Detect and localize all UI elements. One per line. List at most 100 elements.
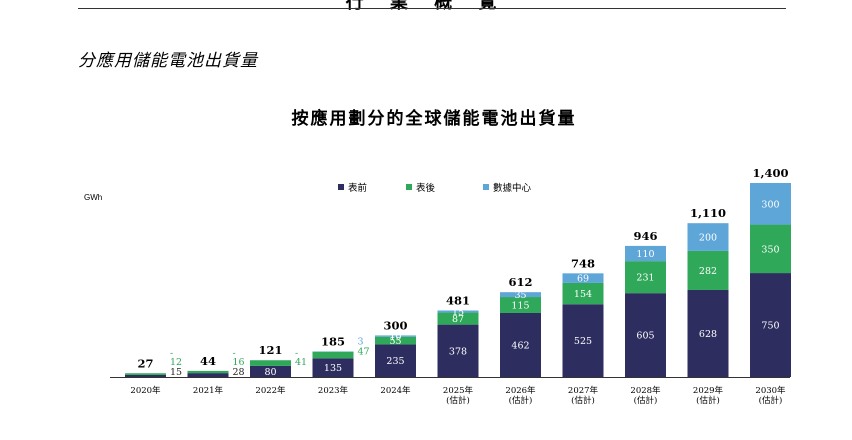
data-label-front-10: 750 bbox=[761, 321, 779, 332]
bar-segment-front-4 bbox=[375, 344, 416, 377]
x-tick-label-1: 2021年 bbox=[193, 385, 224, 396]
x-tick-label-10: 2030年 bbox=[755, 385, 786, 396]
header-divider bbox=[78, 8, 786, 9]
x-tick-label-4: 2024年 bbox=[380, 385, 411, 396]
x-tick-label-10-sub: (估計) bbox=[759, 395, 783, 406]
x-tick-label-8-sub: (估計) bbox=[634, 395, 658, 406]
bar-segment-back-7 bbox=[562, 282, 604, 305]
legend-label-dc: 數據中心 bbox=[493, 182, 532, 194]
bar-segment-back-4 bbox=[375, 336, 416, 345]
bar-segment-front-10 bbox=[750, 273, 791, 377]
data-label-front-3: 135 bbox=[324, 363, 342, 374]
bar-segment-front-1 bbox=[187, 373, 229, 377]
total-label-6: 612 bbox=[508, 275, 532, 289]
bar-segment-dc-9 bbox=[687, 223, 729, 251]
legend-swatch-dc bbox=[483, 184, 489, 190]
bar-segment-back-6 bbox=[500, 297, 541, 313]
total-label-1: 44 bbox=[200, 354, 216, 368]
x-tick-label-5-sub: (估計) bbox=[446, 395, 470, 406]
bar-segment-back-2 bbox=[250, 360, 291, 366]
legend-label-front: 表前 bbox=[348, 182, 367, 194]
x-tick-label-7: 2027年 bbox=[568, 385, 599, 396]
data-label-dc-0: - bbox=[170, 348, 173, 359]
data-label-back-0: 12 bbox=[170, 357, 182, 368]
total-label-10: 1,400 bbox=[752, 166, 788, 180]
bar-segment-back-5 bbox=[437, 312, 479, 325]
bar-segment-dc-7 bbox=[562, 273, 604, 283]
page-header-title: 行 業 概 覽 bbox=[0, 0, 852, 10]
total-label-5: 481 bbox=[446, 294, 470, 308]
bar-segment-dc-10 bbox=[750, 183, 791, 225]
data-label-dc-8: 110 bbox=[636, 249, 654, 260]
x-tick-label-6: 2026年 bbox=[505, 385, 536, 396]
x-tick-label-8: 2028年 bbox=[630, 385, 661, 396]
data-label-front-1: 28 bbox=[233, 367, 245, 378]
data-label-back-6: 115 bbox=[511, 301, 529, 312]
legend: 表前 表後 數據中心 bbox=[338, 182, 532, 194]
total-label-4: 300 bbox=[383, 318, 407, 332]
data-label-dc-2: - bbox=[295, 348, 298, 359]
x-tick-label-6-sub: (估計) bbox=[509, 395, 533, 406]
x-tick-label-7-sub: (估計) bbox=[571, 395, 595, 406]
data-label-back-3: 47 bbox=[358, 346, 370, 357]
data-label-back-8: 231 bbox=[636, 273, 654, 284]
x-tick-label-9: 2029年 bbox=[693, 385, 724, 396]
legend-swatch-front bbox=[338, 184, 344, 190]
data-label-back-1: 16 bbox=[233, 357, 245, 368]
total-label-9: 1,110 bbox=[690, 206, 726, 220]
data-label-back-7: 154 bbox=[574, 289, 592, 300]
data-label-front-5: 378 bbox=[449, 346, 467, 357]
bar-segment-back-0 bbox=[125, 373, 166, 375]
section-title: 分應用儲能電池出貨量 bbox=[78, 51, 258, 71]
data-label-dc-5: 15 bbox=[452, 307, 464, 318]
total-label-0: 27 bbox=[137, 356, 153, 370]
data-label-front-2: 80 bbox=[264, 367, 276, 378]
data-label-dc-4: 10 bbox=[389, 332, 401, 343]
bar-segment-front-5 bbox=[437, 324, 479, 377]
bar-segment-back-9 bbox=[687, 250, 729, 290]
bar-segment-front-8 bbox=[625, 293, 666, 377]
data-label-dc-10: 300 bbox=[761, 199, 779, 210]
data-label-back-4: 55 bbox=[389, 336, 401, 347]
bar-segment-back-3 bbox=[312, 351, 354, 359]
bar-segment-back-8 bbox=[625, 261, 666, 294]
bars: 1512-272020年2816-442021年8041-1212022年135… bbox=[125, 166, 791, 406]
total-label-8: 946 bbox=[633, 229, 657, 243]
data-label-back-9: 282 bbox=[699, 266, 717, 277]
bar-segment-front-3 bbox=[312, 358, 354, 377]
data-label-back-10: 350 bbox=[761, 244, 779, 255]
bar-segment-front-9 bbox=[687, 289, 729, 377]
bar-segment-dc-5 bbox=[437, 310, 479, 313]
data-label-dc-6: 35 bbox=[514, 290, 526, 301]
bar-segment-front-6 bbox=[500, 312, 541, 377]
bar-segment-dc-6 bbox=[500, 292, 541, 298]
x-tick-label-2: 2022年 bbox=[255, 385, 286, 396]
data-label-dc-3: 3 bbox=[358, 336, 364, 347]
x-tick-label-9-sub: (估計) bbox=[696, 395, 720, 406]
data-label-front-4: 235 bbox=[386, 356, 404, 367]
data-label-dc-7: 69 bbox=[577, 274, 589, 285]
bar-segment-front-7 bbox=[562, 304, 604, 377]
bar-segment-dc-8 bbox=[625, 245, 666, 262]
bar-segment-back-1 bbox=[187, 370, 229, 374]
data-label-front-7: 525 bbox=[574, 336, 592, 347]
data-label-dc-1: - bbox=[233, 348, 236, 359]
data-label-dc-9: 200 bbox=[699, 233, 717, 244]
x-tick-label-0: 2020年 bbox=[130, 385, 161, 396]
total-label-3: 185 bbox=[321, 334, 345, 348]
data-label-front-6: 462 bbox=[511, 341, 529, 352]
bar-segment-front-0 bbox=[125, 374, 166, 377]
x-tick-label-5: 2025年 bbox=[443, 385, 474, 396]
legend-swatch-back bbox=[406, 184, 412, 190]
chart-title: 按應用劃分的全球儲能電池出貨量 bbox=[292, 108, 577, 129]
data-label-front-0: 15 bbox=[170, 367, 182, 378]
data-label-front-8: 605 bbox=[636, 331, 654, 342]
total-label-7: 748 bbox=[571, 256, 595, 270]
page-header: 行 業 概 覽 bbox=[0, 0, 852, 10]
data-label-front-9: 628 bbox=[699, 329, 717, 340]
data-label-back-2: 41 bbox=[295, 357, 307, 368]
bar-segment-dc-4 bbox=[375, 335, 416, 337]
x-tick-label-3: 2023年 bbox=[318, 385, 349, 396]
legend-label-back: 表後 bbox=[416, 182, 436, 194]
